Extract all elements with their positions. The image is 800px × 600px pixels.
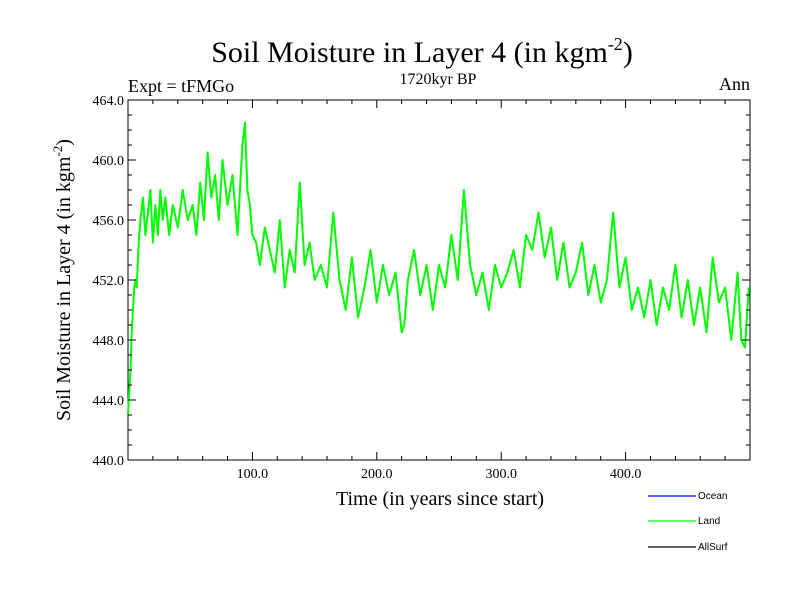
- x-tick-label: 300.0: [485, 467, 517, 482]
- legend: Ocean Land AllSurf: [648, 491, 728, 553]
- axis-ticks: 100.0 200.0 300.0 400.0 440.0 444.0 448.0 452.0…: [93, 94, 750, 482]
- legend-label-land: Land: [698, 516, 720, 527]
- subtitle-left: Expt = tFMGo: [128, 76, 234, 96]
- series-line-land: [127, 121, 750, 416]
- series-group: [127, 121, 750, 416]
- y-tick-label: 464.0: [93, 94, 125, 109]
- legend-label-ocean: Ocean: [698, 491, 727, 502]
- y-tick-label: 452.0: [93, 274, 125, 289]
- y-tick-label: 440.0: [93, 454, 125, 469]
- x-tick-label: 200.0: [361, 467, 393, 482]
- legend-label-allsurf: AllSurf: [698, 542, 728, 553]
- x-tick-label: 400.0: [610, 467, 642, 482]
- subtitle-right: Ann: [719, 74, 750, 94]
- x-tick-label: 100.0: [237, 467, 269, 482]
- subtitle-center: 1720kyr BP: [400, 71, 477, 88]
- chart-title: Soil Moisture in Layer 4 (in kgm-2): [211, 34, 633, 69]
- y-axis-label: Soil Moisture in Layer 4 (in kgm-2): [50, 139, 75, 421]
- y-tick-label: 460.0: [93, 154, 125, 169]
- y-tick-label: 456.0: [93, 214, 125, 229]
- y-tick-label: 448.0: [93, 334, 125, 349]
- x-axis-label: Time (in years since start): [336, 488, 544, 510]
- y-tick-label: 444.0: [93, 394, 125, 409]
- plot-area: [127, 99, 751, 461]
